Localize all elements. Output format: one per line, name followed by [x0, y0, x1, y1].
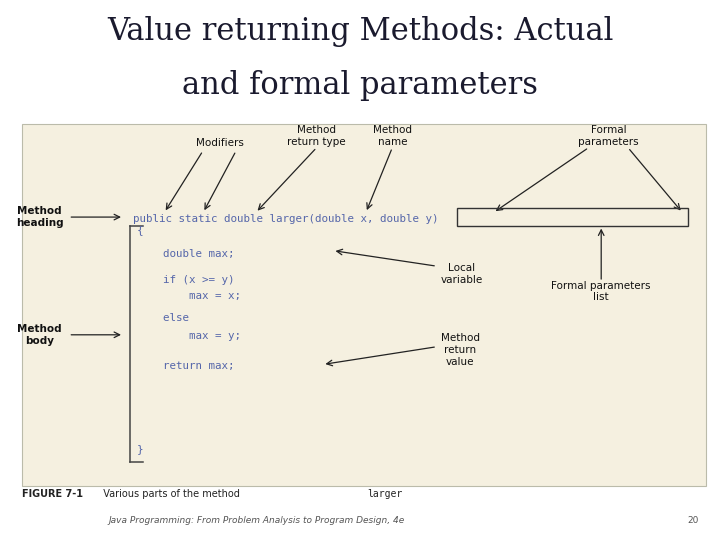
- Text: max = x;: max = x;: [137, 292, 240, 301]
- Text: }: }: [137, 444, 143, 454]
- Text: Local
variable: Local variable: [441, 263, 483, 285]
- Text: public static double larger(double x, double y): public static double larger(double x, do…: [133, 214, 438, 224]
- FancyBboxPatch shape: [22, 124, 706, 486]
- Text: Various parts of the method: Various parts of the method: [97, 489, 243, 499]
- Text: Method
return
value: Method return value: [441, 333, 480, 367]
- Text: Value returning Methods: Actual: Value returning Methods: Actual: [107, 16, 613, 47]
- Text: if (x >= y): if (x >= y): [137, 275, 234, 285]
- Text: else: else: [137, 313, 189, 322]
- Text: 20: 20: [687, 516, 698, 524]
- Text: FIGURE 7-1: FIGURE 7-1: [22, 489, 83, 499]
- Text: Modifiers: Modifiers: [196, 138, 243, 148]
- Text: Method
heading: Method heading: [16, 206, 63, 228]
- Text: Method
body: Method body: [17, 324, 62, 346]
- Text: larger: larger: [367, 489, 402, 499]
- Text: Java Programming: From Problem Analysis to Program Design, 4e: Java Programming: From Problem Analysis …: [108, 516, 404, 524]
- Text: return max;: return max;: [137, 361, 234, 371]
- Text: Formal
parameters: Formal parameters: [578, 125, 639, 147]
- Text: double max;: double max;: [137, 249, 234, 259]
- Text: Method
name: Method name: [373, 125, 412, 147]
- Text: Formal parameters
list: Formal parameters list: [552, 281, 651, 302]
- Text: and formal parameters: and formal parameters: [182, 70, 538, 101]
- Text: Method
return type: Method return type: [287, 125, 346, 147]
- Text: max = y;: max = y;: [137, 331, 240, 341]
- Text: {: {: [137, 226, 143, 235]
